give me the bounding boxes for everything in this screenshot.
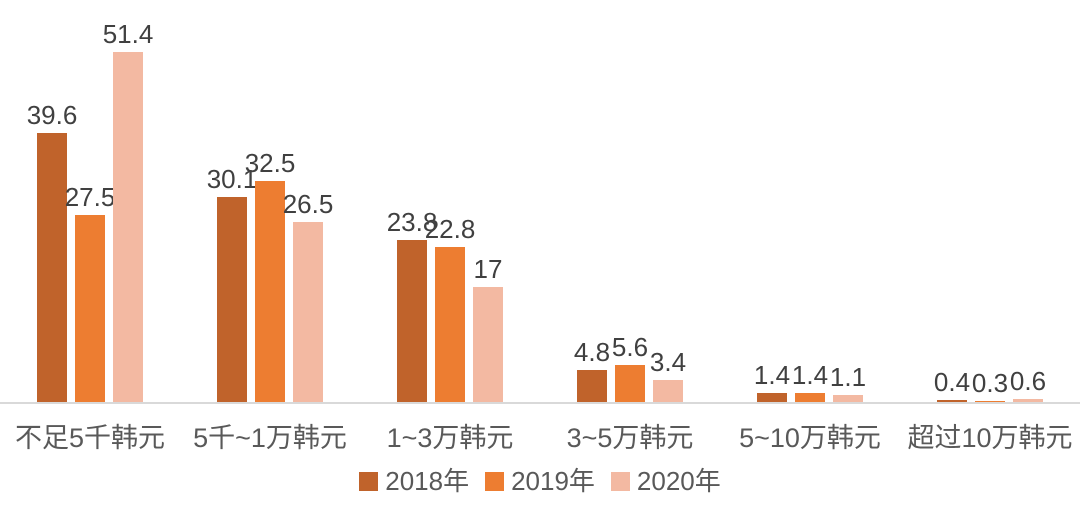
bar — [1013, 399, 1043, 403]
bar-value-label: 39.6 — [26, 100, 78, 130]
bar — [113, 52, 143, 403]
bar — [397, 240, 427, 403]
bar-value-label: 0.3 — [971, 368, 1009, 398]
bar-value-label: 17 — [473, 254, 503, 284]
plot-area: 39.6 27.5 51.4 30.1 32.5 26.5 23.8 22.8 17 4.8 5.6… — [0, 0, 1080, 403]
bar-value-label: 3.4 — [649, 347, 687, 377]
legend-label: 2018年 — [385, 466, 470, 496]
bar-value-label: 4.8 — [573, 337, 611, 367]
legend-label: 2020年 — [636, 466, 721, 496]
bar-wrap: 22.8 — [425, 216, 475, 403]
legend-swatch-icon — [485, 471, 505, 491]
bar-value-label: 0.4 — [933, 367, 971, 397]
x-axis-label: 1~3万韩元 — [386, 423, 514, 453]
bar-value-label: 51.4 — [102, 19, 154, 49]
bar-wrap: 26.5 — [283, 191, 333, 403]
bar-value-label: 23.8 — [386, 207, 438, 237]
x-axis-label: 超过10万韩元 — [907, 423, 1073, 453]
bar-value-label: 27.5 — [64, 182, 116, 212]
bar-value-label: 22.8 — [424, 214, 476, 244]
bar-group: 1.4 1.4 1.1 — [720, 0, 900, 403]
bar — [833, 395, 863, 403]
bar — [75, 215, 105, 403]
bar — [255, 181, 285, 403]
legend-item: 2018年 — [359, 468, 469, 494]
bar-value-label: 1.4 — [753, 360, 791, 390]
bar-wrap: 1.4 — [792, 362, 828, 403]
bar — [435, 247, 465, 403]
legend-swatch-icon — [610, 471, 630, 491]
bar-wrap: 0.4 — [934, 369, 970, 403]
bar-value-label: 26.5 — [282, 189, 334, 219]
bar-wrap: 3.4 — [650, 349, 686, 403]
bar — [577, 370, 607, 403]
bar-value-label: 0.6 — [1009, 366, 1047, 396]
bar-wrap: 1.1 — [830, 364, 866, 403]
x-axis-label: 5~10万韩元 — [739, 423, 881, 453]
bar-wrap: 30.1 — [207, 166, 257, 403]
bar — [653, 380, 683, 403]
bar-value-label: 32.5 — [244, 148, 296, 178]
bar-wrap: 5.6 — [612, 334, 648, 403]
bar-group: 0.4 0.3 0.6 — [900, 0, 1080, 403]
bar-group: 23.8 22.8 17 — [360, 0, 540, 403]
bar — [757, 393, 787, 403]
x-axis-label: 3~5万韩元 — [566, 423, 694, 453]
bar-value-label: 30.1 — [206, 164, 258, 194]
bar-wrap: 17 — [473, 256, 503, 403]
x-axis-labels: 不足5千韩元 5千~1万韩元 1~3万韩元 3~5万韩元 5~10万韩元 超过10万韩元 — [0, 416, 1080, 455]
bar — [473, 287, 503, 403]
bar-value-label: 5.6 — [611, 332, 649, 362]
legend-label: 2019年 — [511, 466, 595, 496]
bar-group: 30.1 32.5 26.5 — [180, 0, 360, 403]
bar-wrap: 23.8 — [387, 209, 437, 403]
bar — [937, 400, 967, 403]
bar-value-label: 1.4 — [791, 360, 829, 390]
bar-value-label: 1.1 — [829, 362, 867, 392]
bar-wrap: 0.3 — [972, 370, 1008, 403]
bar-wrap: 4.8 — [574, 339, 610, 403]
bar-wrap: 0.6 — [1010, 368, 1046, 403]
x-axis-label: 5千~1万韩元 — [193, 423, 347, 453]
bar-group: 4.8 5.6 3.4 — [540, 0, 720, 403]
legend-item: 2020年 — [610, 466, 721, 496]
legend: 2018年 2019年 2020年 — [0, 468, 1080, 494]
legend-item: 2019年 — [485, 468, 595, 494]
bar — [293, 222, 323, 403]
bar-wrap: 1.4 — [754, 362, 790, 403]
x-axis-line — [0, 402, 1080, 404]
bar-group: 39.6 27.5 51.4 — [0, 0, 180, 403]
bar — [795, 393, 825, 403]
bar-wrap: 51.4 — [103, 21, 153, 403]
bar — [615, 365, 645, 403]
bar-wrap: 32.5 — [245, 150, 295, 403]
bar — [217, 197, 247, 403]
bar — [37, 133, 67, 403]
legend-swatch-icon — [359, 471, 379, 491]
x-axis-label: 不足5千韩元 — [14, 423, 166, 453]
bar-wrap: 39.6 — [27, 102, 77, 403]
bar-wrap: 27.5 — [65, 184, 115, 403]
